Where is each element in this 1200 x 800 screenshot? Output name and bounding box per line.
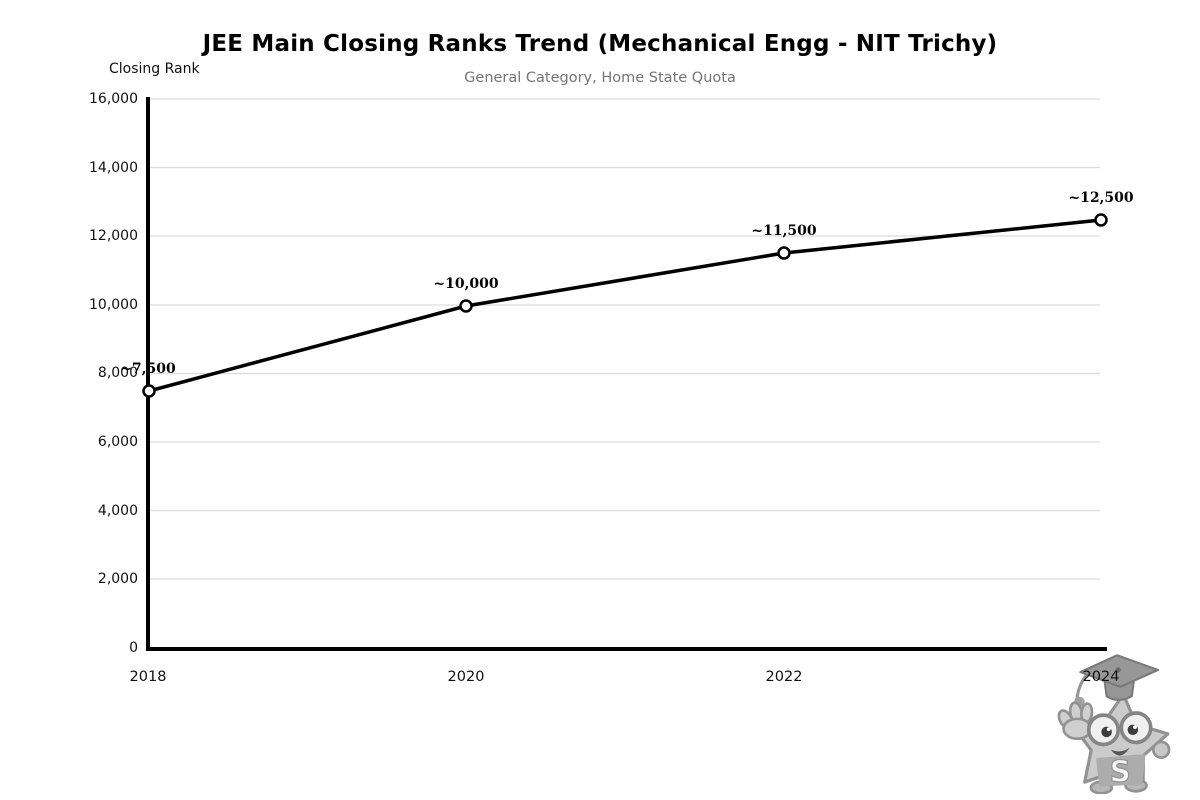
y-axis-line xyxy=(146,97,150,651)
chart-title: JEE Main Closing Ranks Trend (Mechanical… xyxy=(202,31,998,57)
data-point-2022 xyxy=(777,246,791,260)
data-point-label-2020: ~10,000 xyxy=(433,276,499,292)
mascot-letter: S xyxy=(1110,754,1131,788)
y-tick-label: 6,000 xyxy=(97,434,138,450)
graduation-cap-icon xyxy=(1079,654,1160,701)
x-tick-label-2024: 2024 xyxy=(1082,669,1120,685)
gridlines xyxy=(150,98,1100,580)
data-point-2020 xyxy=(459,299,473,313)
data-point-2024 xyxy=(1094,213,1108,227)
data-point-label-2024: ~12,500 xyxy=(1068,190,1134,206)
data-point-markers xyxy=(142,213,1108,398)
y-tick-label: 12,000 xyxy=(89,228,138,244)
mascot-mouth xyxy=(1110,747,1130,756)
chart-subtitle: General Category, Home State Quota xyxy=(464,70,736,86)
y-tick-label: 4,000 xyxy=(97,503,138,519)
x-axis-line xyxy=(146,647,1107,651)
y-tick-label: 8,000 xyxy=(97,365,138,381)
x-tick-label-2022: 2022 xyxy=(765,669,803,685)
x-tick-label-2020: 2020 xyxy=(447,669,485,685)
mascot-letter-band xyxy=(1096,753,1146,787)
data-line-closing-rank xyxy=(147,218,1103,393)
x-tick-label-2018: 2018 xyxy=(129,669,167,685)
mascot-eyes xyxy=(1086,711,1153,747)
y-tick-label: 16,000 xyxy=(89,91,138,107)
y-axis-title: Closing Rank xyxy=(109,61,200,77)
y-tick-label: 2,000 xyxy=(97,571,138,587)
shiksha-mascot-watermark: S xyxy=(1057,654,1171,794)
data-point-label-2022: ~11,500 xyxy=(751,223,817,239)
y-tick-label: 14,000 xyxy=(89,160,138,176)
data-point-label-2018: ~7,500 xyxy=(120,361,176,377)
y-tick-label: 10,000 xyxy=(89,297,138,313)
mascot-right-hand xyxy=(1152,740,1171,759)
y-tick-label: 0 xyxy=(129,640,138,656)
data-point-2018 xyxy=(142,384,156,398)
